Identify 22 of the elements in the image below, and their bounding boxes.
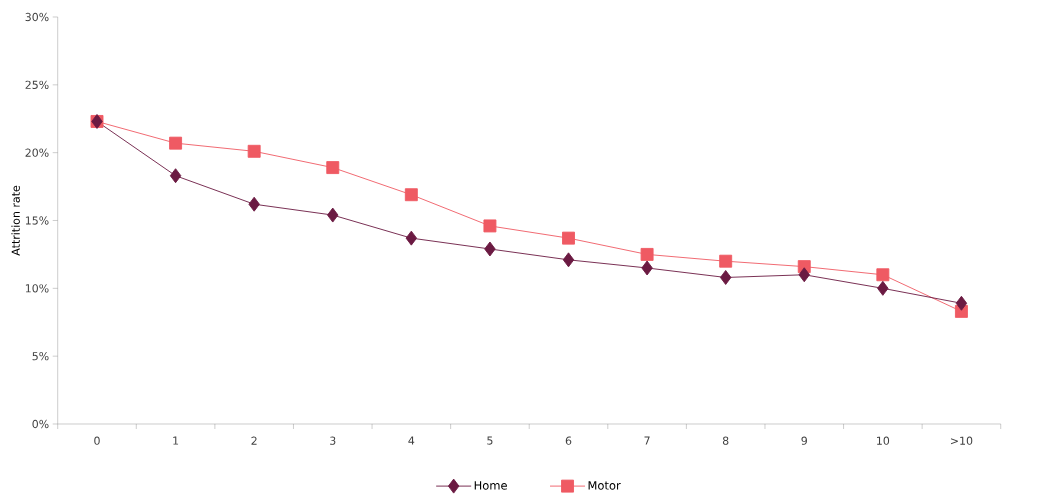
x-tick-label: 9 xyxy=(801,436,807,445)
y-tick-label: 30% xyxy=(25,12,49,22)
x-tick-label: 1 xyxy=(173,436,179,445)
y-tick-label: 25% xyxy=(25,80,49,89)
y-tick-label: 0% xyxy=(32,419,49,429)
y-tick-label: 20% xyxy=(25,148,49,157)
legend-label: Home xyxy=(474,481,507,490)
y-tick-label: 15% xyxy=(25,216,49,225)
legend-label: Motor xyxy=(588,481,621,490)
x-tick-label: 4 xyxy=(408,436,415,445)
x-tick-label: 7 xyxy=(644,436,650,445)
x-tick-label: 0 xyxy=(94,436,100,445)
x-tick-label: 2 xyxy=(251,436,257,445)
y-axis-title: Attrition rate xyxy=(11,185,20,256)
x-tick-label: >10 xyxy=(950,436,973,445)
x-tick-label: 3 xyxy=(330,436,336,445)
x-tick-label: 6 xyxy=(565,436,572,445)
x-tick-label: 10 xyxy=(877,436,890,445)
x-tick-label: 8 xyxy=(722,436,729,445)
x-tick-label: 5 xyxy=(487,436,493,445)
y-tick-label: 5% xyxy=(32,351,49,361)
y-tick-label: 10% xyxy=(25,284,49,293)
